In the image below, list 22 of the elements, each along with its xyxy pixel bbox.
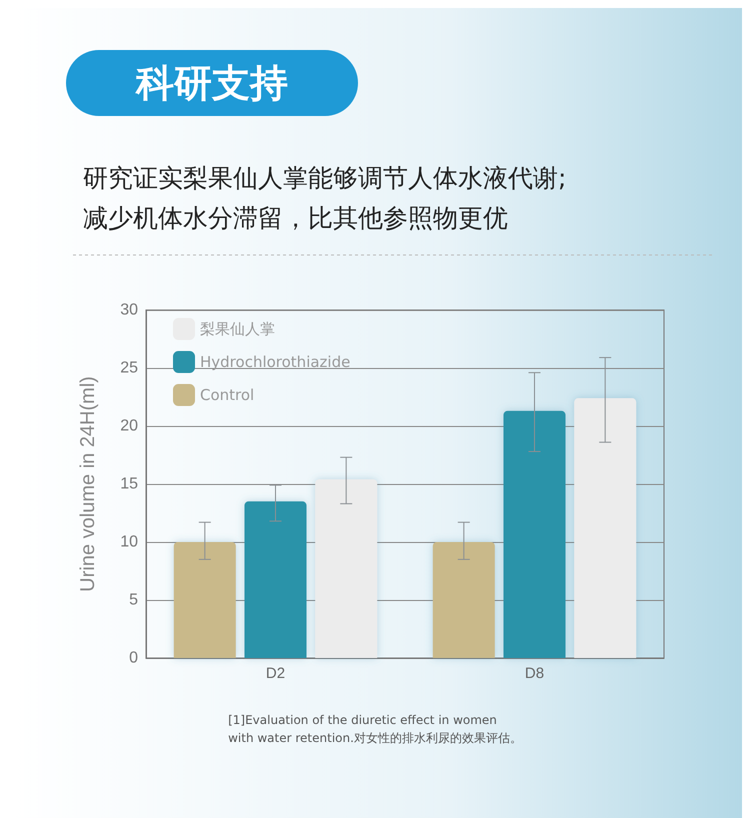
y-tick-label: 5	[129, 592, 138, 608]
bar	[504, 410, 566, 658]
y-tick-label: 10	[120, 534, 138, 550]
x-tick-label: D8	[524, 665, 544, 682]
y-tick-label: 30	[120, 302, 138, 318]
bar	[244, 501, 306, 658]
bar	[432, 542, 495, 658]
y-axis-title: Urine volume in 24H(ml)	[77, 376, 99, 592]
y-tick-label: 15	[120, 476, 138, 492]
text: [1]Evaluation of the diuretic effect in women with water retention.对女性的排水利尿的效果评估。	[228, 713, 522, 745]
legend-label: 梨果仙人掌	[200, 320, 275, 338]
bar	[574, 398, 636, 658]
y-tick-label: 0	[129, 650, 138, 666]
y-tick-label: 25	[120, 360, 138, 376]
y-tick-label: 20	[120, 418, 138, 434]
x-tick-label: D2	[266, 665, 286, 682]
legend-label: Hydrochlorothiazide	[200, 353, 350, 371]
legend-label: Control	[200, 386, 254, 404]
bar	[174, 542, 236, 658]
bar	[315, 479, 378, 658]
chart-title: 科研支持	[135, 61, 288, 105]
chart-subtitle: 研究证实梨果仙人掌能够调节人体水液代谢; 减少机体水分滞留，比其他参照物更优	[83, 164, 566, 232]
